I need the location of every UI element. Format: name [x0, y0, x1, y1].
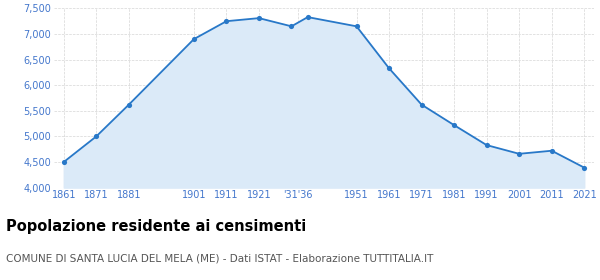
Point: [303, 15, 313, 19]
Point: [417, 102, 427, 107]
Text: COMUNE DI SANTA LUCIA DEL MELA (ME) - Dati ISTAT - Elaborazione TUTTITALIA.IT: COMUNE DI SANTA LUCIA DEL MELA (ME) - Da…: [6, 254, 433, 264]
Point: [547, 148, 557, 153]
Point: [91, 134, 101, 139]
Point: [352, 24, 361, 29]
Point: [482, 143, 491, 147]
Point: [449, 123, 459, 127]
Point: [514, 151, 524, 156]
Point: [124, 102, 134, 107]
Point: [254, 16, 264, 20]
Point: [221, 19, 231, 24]
Point: [580, 165, 589, 170]
Point: [59, 160, 68, 164]
Point: [384, 66, 394, 71]
Text: Popolazione residente ai censimenti: Popolazione residente ai censimenti: [6, 219, 306, 234]
Point: [287, 24, 296, 29]
Point: [189, 37, 199, 41]
